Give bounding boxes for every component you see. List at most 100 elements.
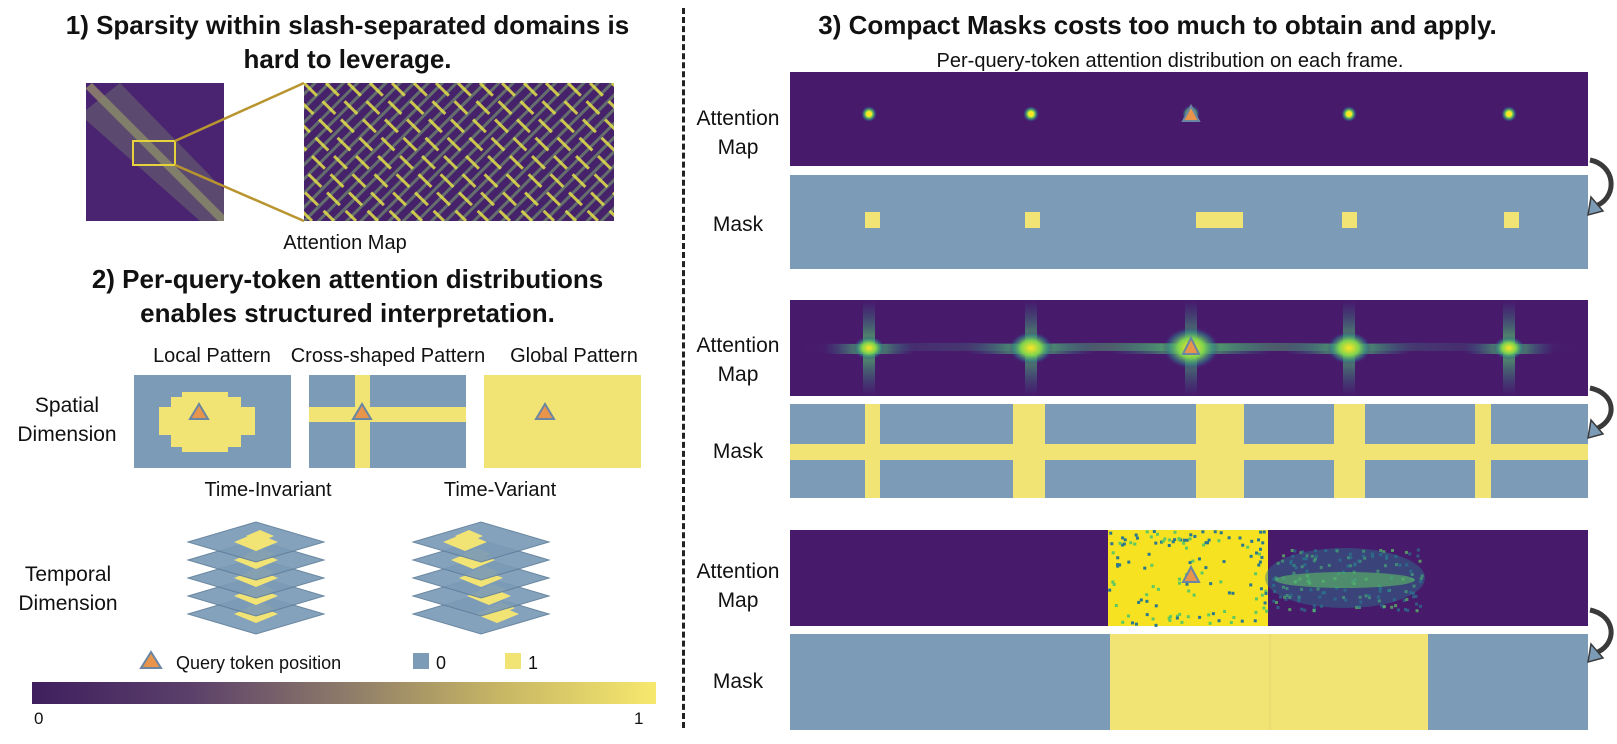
noise-speck — [1188, 537, 1192, 541]
diagonal-streak — [304, 189, 336, 221]
noise-speck — [1175, 614, 1179, 618]
noise-speck — [1120, 543, 1124, 547]
noise-speck — [1254, 572, 1258, 576]
diagonal-streak — [346, 83, 490, 221]
noise-speck — [1363, 556, 1367, 560]
noise-speck — [1227, 591, 1231, 595]
attention-core — [1346, 111, 1352, 117]
diagonal-streak — [544, 83, 614, 153]
noise-speck — [1411, 591, 1415, 595]
noise-speck — [1193, 534, 1197, 538]
noise-speck — [1110, 542, 1114, 546]
noise-speck — [1376, 569, 1380, 573]
noise-speck — [1346, 564, 1350, 568]
noise-speck — [1404, 590, 1408, 594]
noise-speck — [1145, 599, 1149, 603]
noise-speck — [1178, 581, 1182, 585]
noise-speck — [1300, 587, 1304, 591]
noise-speck — [1274, 576, 1278, 580]
noise-speck — [1118, 563, 1122, 567]
noise-speck — [1292, 564, 1296, 568]
noise-speck — [1207, 613, 1211, 617]
noise-speck — [1163, 537, 1167, 541]
noise-speck — [1273, 590, 1277, 594]
noise-speck — [1347, 556, 1351, 560]
noise-speck — [1222, 560, 1226, 564]
attention-core — [866, 111, 872, 117]
diagonal-streak — [456, 83, 600, 221]
arrow-head — [1587, 418, 1605, 440]
noise-speck — [1186, 615, 1190, 619]
global-pattern-mask — [484, 375, 641, 468]
noise-speck — [1122, 542, 1126, 546]
noise-speck — [1191, 559, 1195, 563]
noise-speck — [1418, 559, 1422, 563]
diagonal-streak — [304, 124, 402, 221]
attention-core — [1028, 111, 1034, 117]
noise-speck — [1129, 541, 1133, 545]
noise-speck — [1379, 553, 1383, 557]
noise-speck — [1258, 560, 1262, 564]
noise-speck — [1257, 563, 1261, 567]
noise-speck — [1285, 586, 1289, 590]
noise-speck — [1257, 552, 1261, 556]
noise-speck — [1282, 554, 1286, 558]
noise-speck — [1111, 551, 1115, 555]
noise-speck — [1278, 595, 1282, 599]
noise-speck — [1419, 580, 1423, 584]
noise-speck — [1348, 564, 1352, 568]
noise-speck — [1259, 587, 1263, 591]
noise-speck — [1143, 566, 1147, 570]
noise-speck — [1342, 596, 1346, 600]
noise-speck — [1200, 571, 1204, 575]
noise-speck — [1167, 616, 1171, 620]
noise-speck — [1305, 569, 1309, 573]
diagonal-streak — [588, 83, 614, 109]
time-variant-stack — [411, 521, 551, 635]
noise-speck — [1335, 549, 1339, 553]
noise-speck — [1376, 595, 1380, 599]
noise-speck — [1289, 561, 1293, 565]
noise-speck — [1361, 554, 1365, 558]
zoomed-attention-map — [304, 83, 614, 221]
query-token-marker — [351, 402, 373, 420]
noise-speck — [1116, 564, 1120, 568]
legend-one-swatch — [505, 653, 521, 669]
noise-speck — [1109, 531, 1113, 535]
noise-speck — [1250, 539, 1254, 543]
noise-speck — [1201, 530, 1205, 534]
noise-speck — [1152, 530, 1156, 534]
noise-speck — [1205, 541, 1209, 545]
row3-attention-map — [790, 530, 1588, 627]
noise-speck — [1151, 585, 1155, 589]
noise-speck — [1355, 605, 1359, 609]
noise-speck — [1303, 608, 1307, 612]
noise-speck — [1357, 559, 1361, 563]
legend-zero-swatch — [413, 653, 429, 669]
noise-speck — [1384, 564, 1388, 568]
noise-speck — [1405, 563, 1409, 567]
spatial-dimension-label: Spatial Dimension — [17, 394, 117, 446]
noise-speck — [1394, 604, 1398, 608]
diagonal-streak — [324, 83, 468, 221]
zoom-connector-bottom — [174, 163, 305, 223]
noise-speck — [1255, 551, 1259, 555]
noise-speck — [1359, 600, 1363, 604]
noise-speck — [1204, 566, 1208, 570]
noise-speck — [1404, 550, 1408, 554]
noise-speck — [1147, 552, 1151, 556]
noise-speck — [1281, 559, 1285, 563]
noise-speck — [1319, 604, 1323, 608]
diagonal-streak — [390, 83, 534, 221]
noise-speck — [1305, 554, 1309, 558]
noise-speck — [1168, 618, 1172, 622]
noise-speck — [1364, 594, 1368, 598]
noise-speck — [1185, 582, 1189, 586]
noise-speck — [1274, 601, 1278, 605]
noise-speck — [1217, 539, 1221, 543]
noise-speck — [1390, 605, 1394, 609]
curved-arrow — [1589, 385, 1614, 431]
section2-title-line2: enables structured interpretation. — [140, 298, 555, 328]
noise-speck — [1139, 598, 1143, 602]
